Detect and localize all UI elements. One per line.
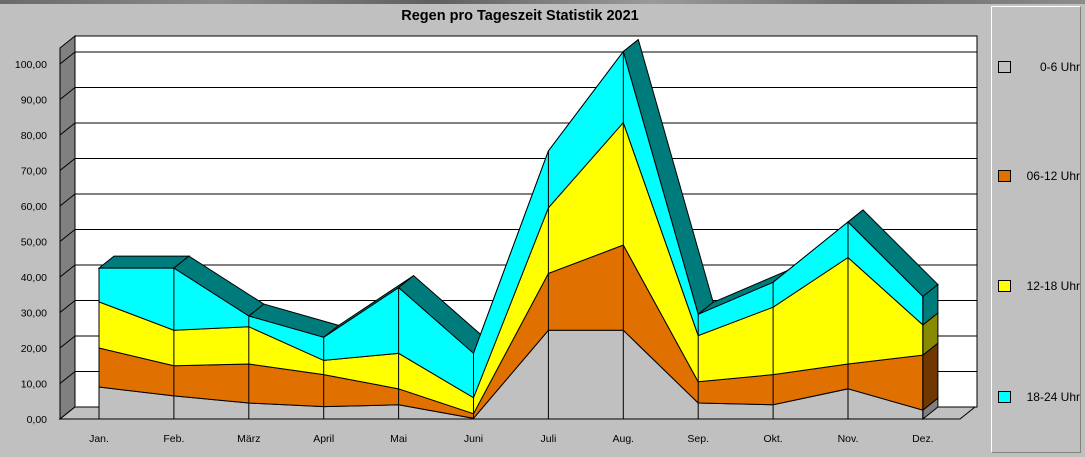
legend-swatch-06-12 <box>998 170 1011 182</box>
legend-item-12-18: 12-18 Uhr <box>998 279 1080 295</box>
legend-label-06-12: 06-12 Uhr <box>1026 169 1080 183</box>
x-tick-label: Nov. <box>838 433 859 445</box>
x-tick-label: Juni <box>464 433 483 445</box>
window-top-strip <box>0 0 1085 4</box>
x-tick-label: April <box>313 433 334 445</box>
x-tick-label: Aug. <box>612 433 634 445</box>
legend-label-0-6: 0-6 Uhr <box>1039 60 1080 74</box>
legend-item-06-12: 06-12 Uhr <box>998 169 1080 185</box>
gridline-side <box>59 193 76 207</box>
chart-plot: 0,00 10,00 20,00 30,00 40,00 50,00 60,00 70,00 8… <box>15 34 978 445</box>
gridline-side <box>59 229 76 242</box>
y-tick-label: 80,00 <box>21 130 47 142</box>
y-tick-label: 90,00 <box>21 95 47 107</box>
y-tick-label: 20,00 <box>21 343 47 355</box>
x-tick-label: Dez. <box>912 433 934 445</box>
x-tick-label: Jan. <box>89 433 109 445</box>
gridline-side <box>59 300 76 313</box>
gridline-side <box>59 371 76 384</box>
y-tick-label: 0,00 <box>27 414 48 426</box>
legend-label-18-24: 18-24 Uhr <box>1026 390 1080 404</box>
gridline-side <box>59 87 76 100</box>
x-tick-label: März <box>237 433 260 445</box>
legend-swatch-12-18 <box>998 280 1011 292</box>
y-tick-label: 50,00 <box>21 237 47 249</box>
x-tick-label: Sep. <box>687 433 709 445</box>
x-tick-label: Okt. <box>763 433 782 445</box>
gridline-side <box>59 264 76 278</box>
y-tick-label: 10,00 <box>21 379 47 391</box>
x-tick-label: Mai <box>390 433 407 445</box>
y-tick-label: 40,00 <box>21 272 47 284</box>
gridline-side <box>59 51 76 65</box>
y-tick-label: 60,00 <box>21 201 47 213</box>
x-tick-label: Feb. <box>163 433 184 445</box>
chart-title: Regen pro Tageszeit Statistik 2021 <box>401 8 639 24</box>
legend-swatch-18-24 <box>998 391 1011 403</box>
legend-label-12-18: 12-18 Uhr <box>1026 279 1080 293</box>
y-tick-label: 100,00 <box>15 59 47 71</box>
gridline-side <box>59 158 76 171</box>
gridline-side <box>59 122 76 136</box>
x-tick-label: Juli <box>541 433 557 445</box>
legend-item-18-24: 18-24 Uhr <box>998 390 1080 406</box>
y-tick-label: 30,00 <box>21 308 47 320</box>
legend-swatch-0-6 <box>998 61 1011 73</box>
legend-item-0-6: 0-6 Uhr <box>998 60 1080 76</box>
y-tick-label: 70,00 <box>21 166 47 178</box>
gridline-side <box>59 335 76 349</box>
legend: 0-6 Uhr 06-12 Uhr 12-18 Uhr 18-24 Uhr <box>991 6 1081 453</box>
